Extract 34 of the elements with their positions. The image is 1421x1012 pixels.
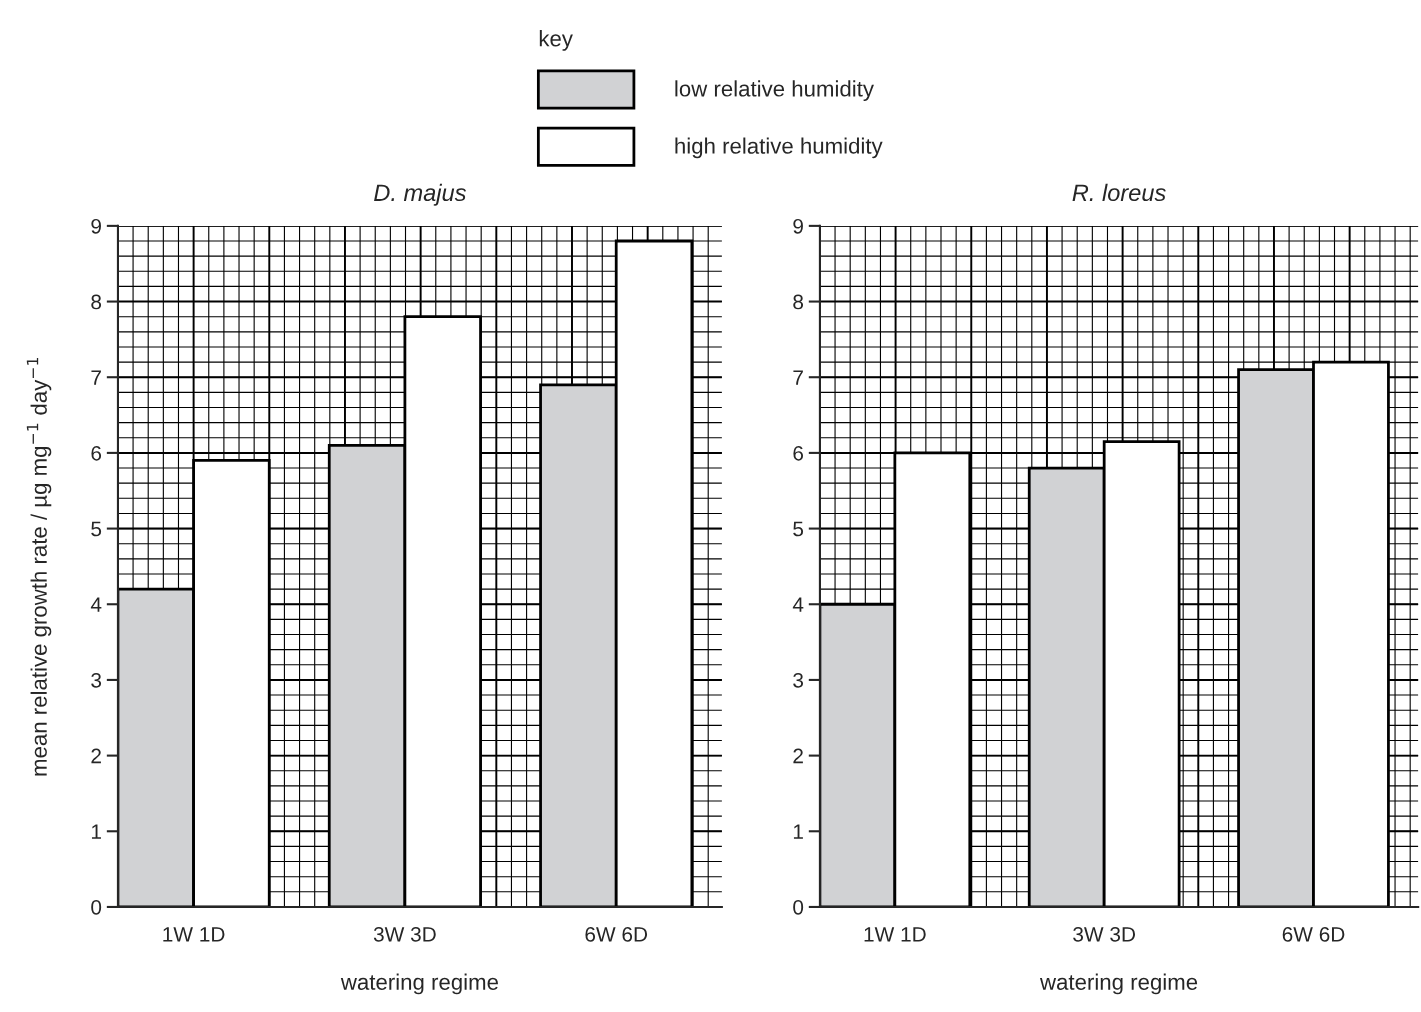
y-tick-label: 2 [91,748,101,764]
y-tick-label: 6 [793,445,804,461]
chart-title: R. loreus [1072,183,1166,202]
y-tick-label: 3 [793,672,804,688]
y-tick-label: 3 [91,672,102,688]
y-tick-label: 9 [793,218,803,234]
chart-title: D. majus [374,183,466,206]
y-tick-label: 6 [91,445,102,461]
x-axis-title: watering regime [1039,973,1198,995]
y-tick-label: 7 [91,370,101,385]
legend-title: key [539,30,573,51]
y-tick-label: 8 [793,294,804,310]
legend-label: high relative humidity [675,137,883,159]
y-tick-label: 1 [793,824,803,839]
x-tick-label: 1W 1D [864,927,926,942]
y-tick-label: 5 [91,521,102,537]
y-tick-label: 0 [91,899,102,915]
x-axis-title: watering regime [340,973,498,995]
x-tick-label: 1W 1D [163,927,225,942]
y-axis-title: mean relative growth rate / µg mg$^{−1}$ day$^{−1}$ [26,358,52,776]
x-tick-label: 6W 6D [585,926,648,942]
y-tick-label: 1 [91,824,101,839]
y-tick-label: 4 [792,597,804,612]
x-tick-label: 3W 3D [1073,926,1136,942]
y-tick-label: 2 [793,748,803,764]
y-tick-label: 5 [793,521,804,537]
y-tick-label: 8 [91,294,102,310]
legend-label: low relative humidity [675,80,874,101]
y-tick-label: 4 [90,597,102,612]
y-tick-label: 9 [91,218,101,234]
x-tick-label: 6W 6D [1282,926,1345,942]
y-tick-label: 7 [793,370,803,385]
x-tick-label: 3W 3D [373,926,436,942]
y-tick-label: 0 [793,899,804,915]
